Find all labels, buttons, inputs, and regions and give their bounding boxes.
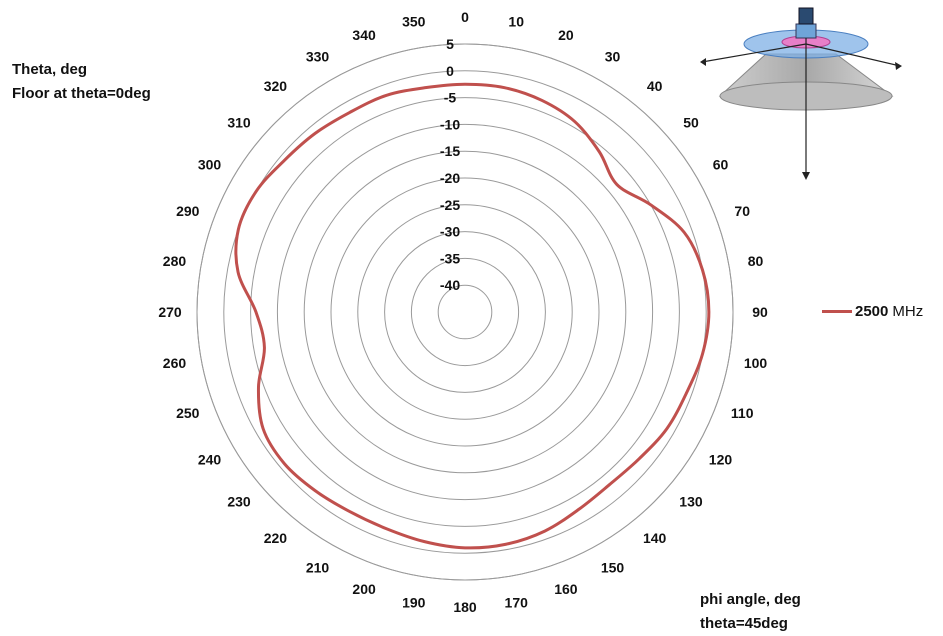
angular-tick-label: 300 (198, 157, 222, 173)
angular-tick-labels: 0 102030405060708090100110120130140150160… (158, 9, 768, 615)
angular-tick-label: 140 (643, 530, 667, 546)
angular-tick-label: 320 (264, 78, 288, 94)
angular-tick-label: 310 (227, 114, 251, 130)
angular-tick-label: 90 (752, 304, 768, 320)
angular-tick-label: 230 (227, 494, 251, 510)
legend-value: 2500 (855, 302, 889, 320)
grid-ring (437, 284, 493, 340)
grid-ring (276, 123, 654, 501)
angular-tick-label: 10 (508, 13, 524, 29)
angular-tick-label: 280 (163, 253, 187, 269)
theta-annotation: Theta, deg Floor at theta=0deg (12, 58, 151, 106)
legend-unit: MHz (892, 302, 924, 320)
radial-tick-label: -10 (440, 116, 460, 132)
theta-label: Theta, deg (12, 61, 88, 78)
phi-annotation: phi angle, deg theta=45deg (700, 588, 801, 636)
angular-tick-label: 190 (402, 595, 426, 611)
angular-tick-label: 290 (176, 203, 200, 219)
floor-label: Floor at theta=0deg (12, 85, 151, 102)
angular-tick-label: 250 (176, 405, 200, 421)
angular-tick-label: 240 (198, 452, 222, 468)
radial-tick-label: -35 (440, 250, 460, 266)
series-layer (234, 82, 711, 550)
grid-ring (410, 257, 520, 367)
grid-ring (223, 70, 707, 554)
angular-tick-label: 50 (683, 114, 699, 130)
radial-tick-label: -20 (440, 170, 460, 186)
angular-tick-label: 60 (713, 157, 729, 173)
grid-ring-outer (196, 43, 734, 581)
grid-ring (330, 177, 600, 447)
radial-tick-label: -40 (440, 277, 460, 293)
angular-tick-label: 350 (402, 13, 426, 29)
angular-tick-label: 220 (264, 530, 288, 546)
angular-tick-label: 180 (453, 599, 477, 615)
angular-tick-label: 30 (605, 49, 621, 65)
angular-tick-label: 150 (601, 559, 625, 575)
radial-tick-labels: 5 0 -5 -10 -15 -20 -25 -30 -35 -40 (440, 36, 460, 293)
angular-tick-label: 130 (679, 494, 703, 510)
theta-value-label: theta=45deg (700, 615, 788, 632)
angular-tick-label: 330 (306, 49, 330, 65)
phi-label: phi angle, deg (700, 591, 801, 608)
grid-ring (357, 204, 573, 420)
radial-tick-label: -5 (444, 90, 457, 106)
angular-tick-label: 0 (461, 9, 469, 25)
grid-ring (384, 231, 546, 393)
angular-tick-label: 200 (352, 581, 376, 597)
angular-tick-label: 110 (731, 405, 754, 421)
angular-tick-label: 340 (352, 27, 376, 43)
radial-tick-label: -25 (440, 197, 460, 213)
angular-tick-label: 20 (558, 27, 574, 43)
legend-swatch (822, 309, 852, 313)
angular-tick-label: 70 (734, 203, 750, 219)
antenna-illustration (700, 7, 902, 180)
angular-tick-label: 80 (748, 253, 764, 269)
radial-grid (196, 43, 734, 581)
grid-ring (250, 97, 680, 527)
angular-tick-label: 160 (554, 581, 578, 597)
angular-tick-label: 170 (505, 595, 529, 611)
grid-ring (303, 150, 627, 474)
angular-tick-label: 40 (647, 78, 663, 94)
radial-tick-label: -30 (440, 224, 460, 240)
angular-tick-label: 100 (744, 355, 768, 371)
legend: 2500 MHz (822, 300, 923, 322)
radial-tick-label: 5 (446, 36, 454, 52)
radial-tick-label: -15 (440, 143, 460, 159)
angular-tick-label: 210 (306, 559, 330, 575)
series-line-2500mhz (234, 82, 711, 550)
radial-tick-label: 0 (446, 63, 454, 79)
angular-tick-label: 270 (158, 304, 182, 320)
angular-tick-label: 120 (709, 452, 733, 468)
angular-tick-label: 260 (163, 355, 187, 371)
